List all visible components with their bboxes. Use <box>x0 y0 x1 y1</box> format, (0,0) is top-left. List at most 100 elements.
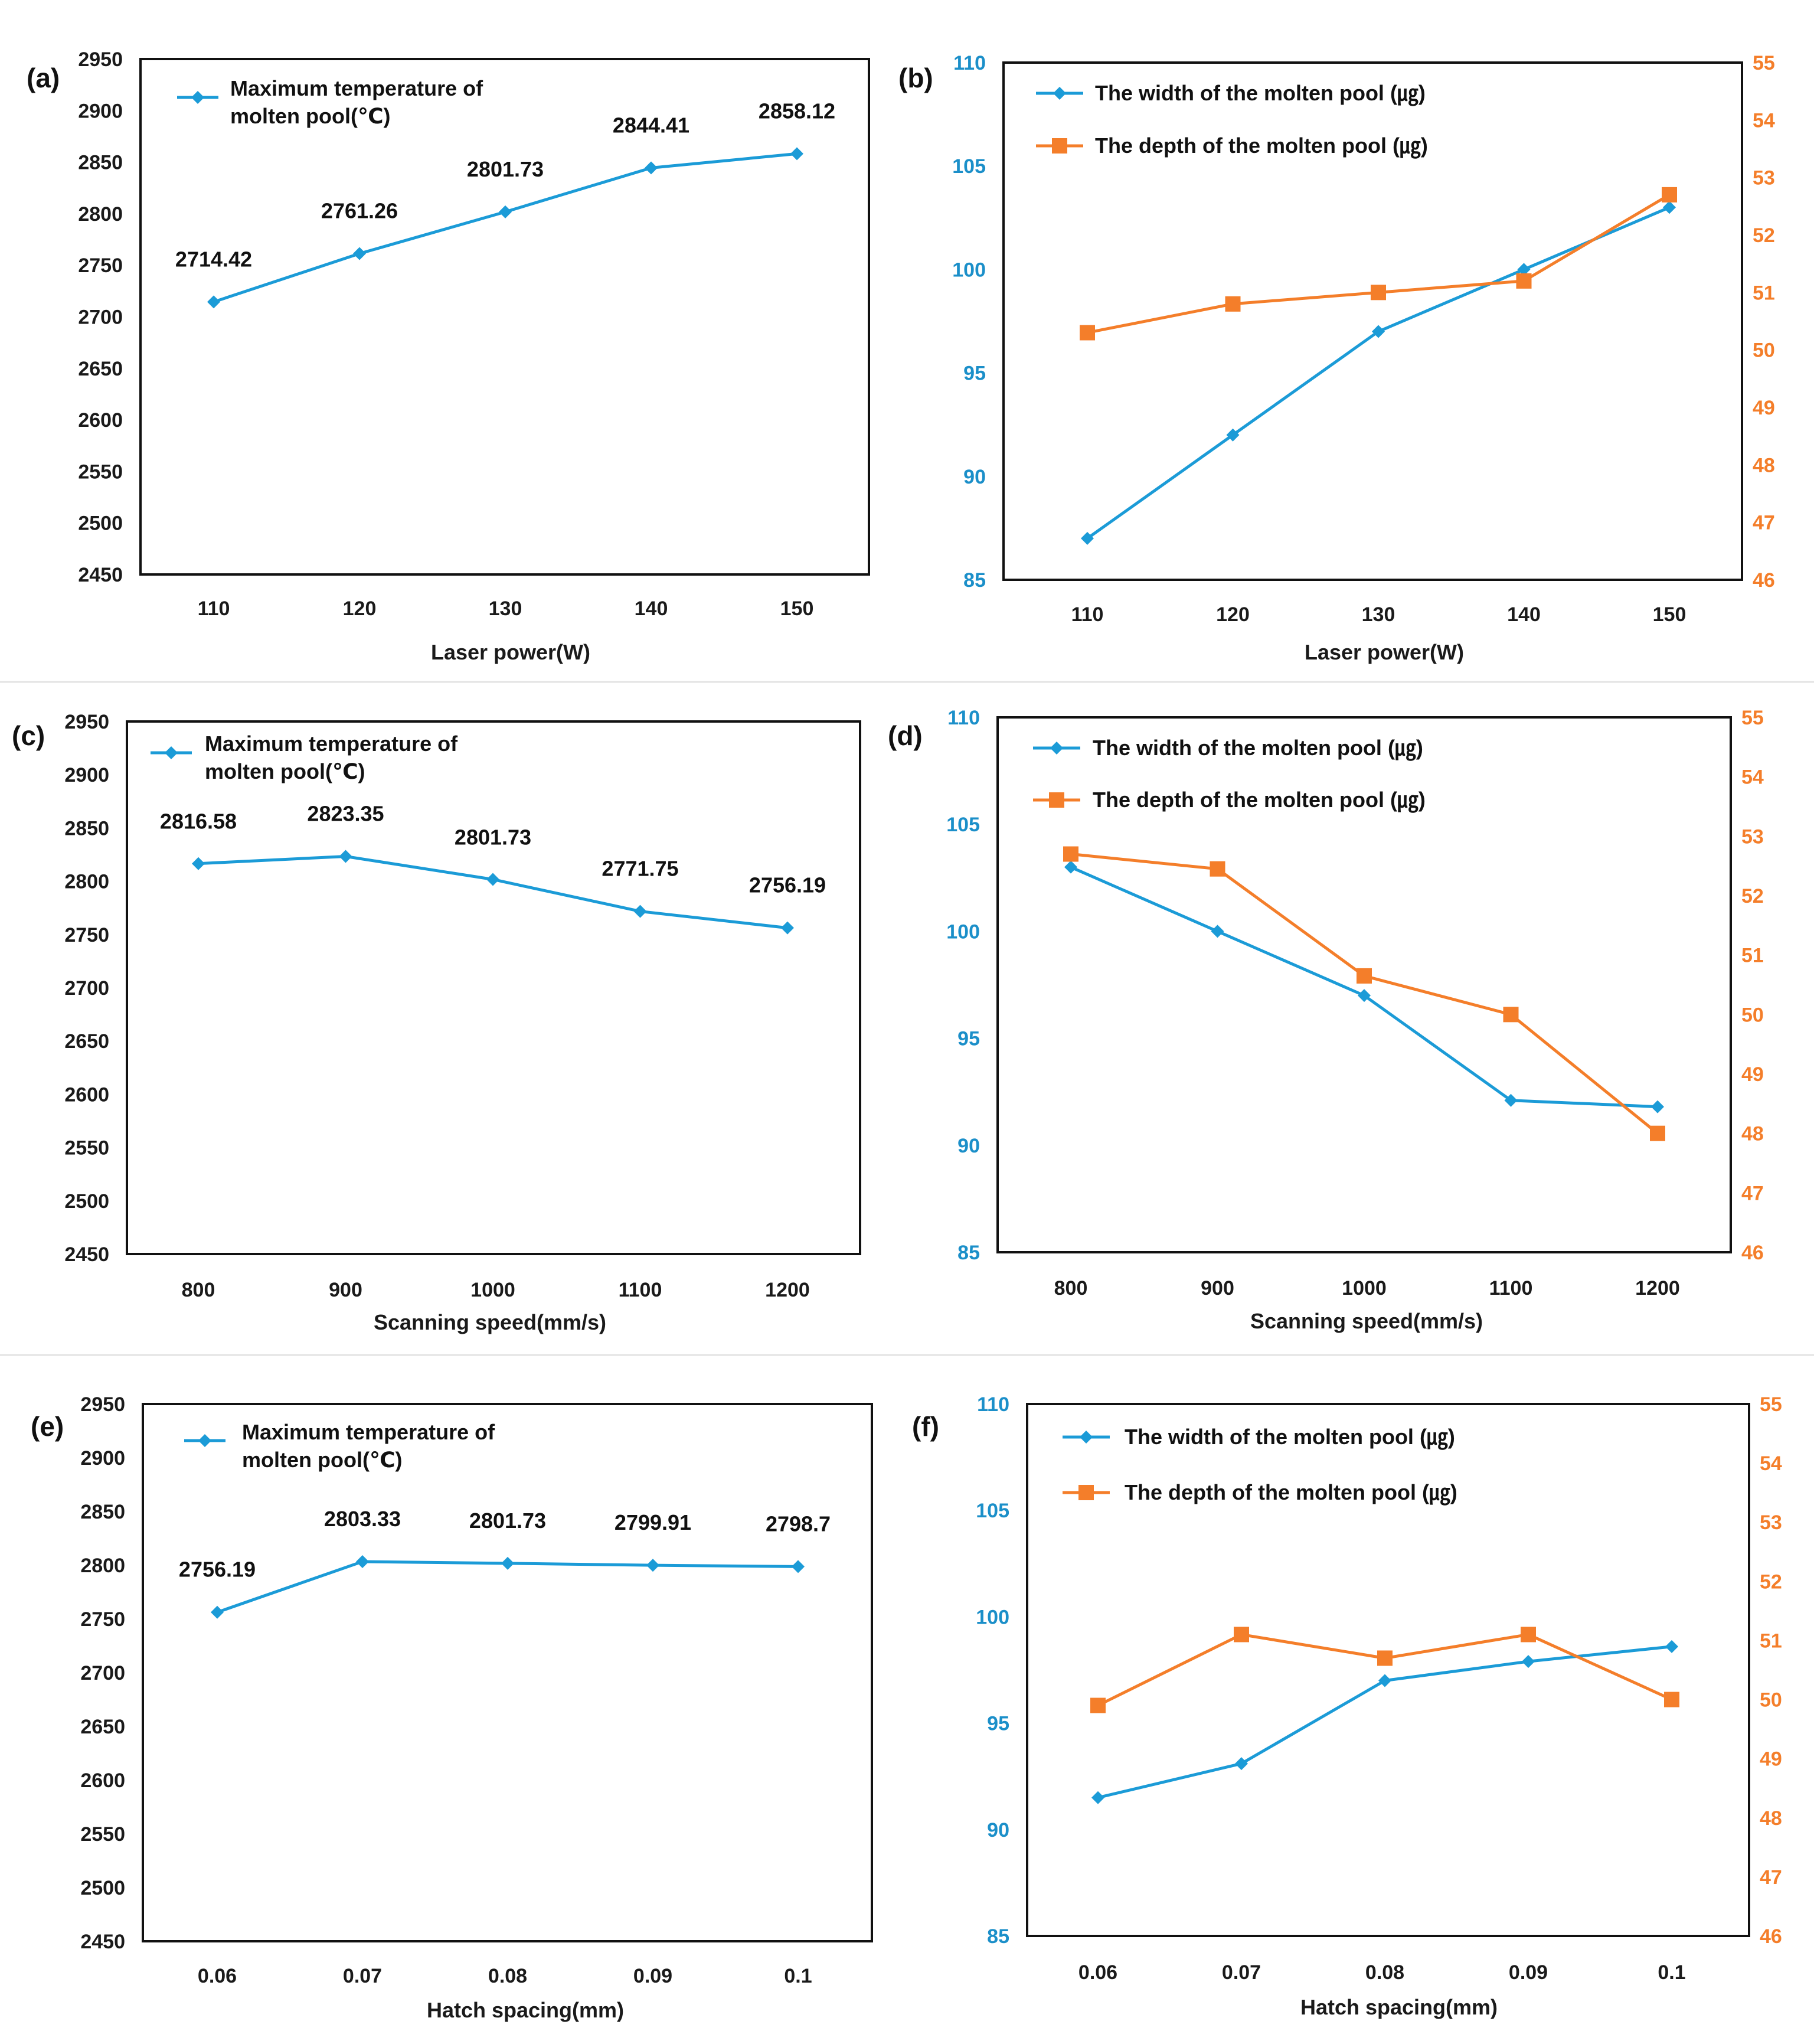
y-tick-label: 2700 <box>64 977 109 1000</box>
data-point <box>207 295 220 309</box>
data-point <box>1372 325 1385 338</box>
y-tick-label: 90 <box>963 466 986 488</box>
y-tick-label: 2900 <box>64 764 109 786</box>
plot-frame <box>139 58 870 576</box>
x-tick-label: 1200 <box>1635 1277 1680 1299</box>
y-tick-label: 2600 <box>78 409 123 432</box>
y-tick-label: 2600 <box>64 1083 109 1106</box>
y-tick-label: 2650 <box>78 358 123 380</box>
y-tick-label: 2800 <box>64 871 109 893</box>
y-tick-label: 95 <box>963 363 986 385</box>
y-tick-label: 2550 <box>64 1137 109 1160</box>
x-axis-label: Laser power(W) <box>1305 640 1464 664</box>
legend-label: Maximum temperature of <box>242 1420 495 1444</box>
data-point <box>1521 1627 1536 1643</box>
legend-label: The width of the molten pool (㎍) <box>1095 81 1426 106</box>
legend-label: The width of the molten pool (㎍) <box>1093 736 1423 761</box>
y-tick-label: 2700 <box>78 306 123 329</box>
legend-marker <box>198 1434 211 1447</box>
data-point <box>645 161 658 175</box>
x-tick-label: 120 <box>1216 603 1250 626</box>
data-label: 2823.35 <box>307 801 384 825</box>
y-tick-label: 2450 <box>80 1931 125 1953</box>
y2-tick-label: 53 <box>1741 825 1764 848</box>
y-tick-label: 2650 <box>80 1716 125 1738</box>
x-tick-label: 800 <box>182 1279 215 1301</box>
y2-tick-label: 47 <box>1741 1182 1764 1204</box>
y-tick-label: 2850 <box>80 1501 125 1523</box>
y2-tick-label: 51 <box>1741 945 1764 967</box>
y-tick-label: 2450 <box>78 564 123 586</box>
y2-tick-label: 54 <box>1753 109 1775 132</box>
x-tick-label: 800 <box>1054 1277 1088 1299</box>
plot-frame <box>1002 61 1743 581</box>
legend-label: The depth of the molten pool (㎍) <box>1125 1480 1457 1506</box>
x-tick-label: 1100 <box>619 1279 662 1301</box>
legend-marker <box>1078 1485 1094 1500</box>
legend-label: molten pool(℃) <box>242 1448 403 1472</box>
x-tick-label: 0.06 <box>1078 1961 1117 1984</box>
data-point <box>211 1605 224 1619</box>
legend-label: The width of the molten pool (㎍) <box>1125 1425 1455 1450</box>
data-label: 2844.41 <box>613 113 689 137</box>
legend-label: molten pool(℃) <box>230 104 391 128</box>
legend-label: The depth of the molten pool (㎍) <box>1093 788 1426 813</box>
data-label: 2801.73 <box>467 157 544 181</box>
plot-frame <box>1026 1403 1750 1937</box>
data-point <box>1211 925 1224 938</box>
data-point <box>1371 285 1386 301</box>
data-label: 2771.75 <box>602 857 678 881</box>
data-label: 2714.42 <box>175 247 252 271</box>
data-label: 2801.73 <box>455 825 531 849</box>
y-tick-label: 110 <box>947 707 980 729</box>
data-label: 2816.58 <box>160 809 237 834</box>
x-tick-label: 140 <box>635 597 668 620</box>
series-line-a <box>198 854 788 930</box>
y-tick-label: 90 <box>987 1819 1009 1841</box>
y-tick-label: 105 <box>952 155 986 178</box>
y-tick-label: 2950 <box>80 1393 125 1416</box>
panel-label: (a) <box>27 63 60 93</box>
legend-marker <box>1053 87 1066 100</box>
data-label: 2858.12 <box>759 99 835 123</box>
data-point <box>1663 201 1676 214</box>
y2-tick-label: 49 <box>1741 1063 1764 1086</box>
data-point <box>1665 1640 1678 1653</box>
x-tick-label: 1100 <box>1489 1277 1533 1299</box>
y-tick-label: 85 <box>957 1242 980 1264</box>
series-line-a <box>1097 1645 1672 1800</box>
data-point <box>1517 263 1531 276</box>
y-tick-label: 2450 <box>64 1243 109 1266</box>
y-tick-label: 2750 <box>78 254 123 277</box>
data-label: 2798.7 <box>766 1511 831 1536</box>
x-tick-label: 1000 <box>470 1279 515 1301</box>
legend-marker <box>1050 742 1063 755</box>
data-point <box>1080 325 1095 341</box>
plot-frame <box>126 720 861 1255</box>
data-point <box>1358 989 1371 1003</box>
y2-tick-label: 48 <box>1753 454 1775 476</box>
y2-tick-label: 48 <box>1741 1123 1764 1145</box>
chart-panel-d: (d) 85 90 95 100 105 110 46 47 48 49 50 51 52 53 54 55 80… <box>888 707 1764 1333</box>
data-point <box>1090 1697 1106 1713</box>
y-tick-label: 100 <box>976 1606 1009 1628</box>
y2-tick-label: 52 <box>1753 224 1775 247</box>
y2-tick-label: 50 <box>1753 339 1775 362</box>
y-tick-label: 105 <box>946 814 980 836</box>
x-tick-label: 0.07 <box>343 1965 382 1987</box>
data-point <box>1651 1100 1664 1114</box>
x-tick-label: 130 <box>489 597 522 620</box>
series-line-b <box>1097 1632 1673 1707</box>
data-point <box>1664 1692 1679 1707</box>
x-tick-label: 1000 <box>1342 1277 1387 1299</box>
y-tick-label: 2900 <box>80 1447 125 1470</box>
data-point <box>1516 273 1532 289</box>
y2-tick-label: 55 <box>1741 707 1764 729</box>
x-axis-label: Scanning speed(mm/s) <box>374 1310 606 1334</box>
y2-tick-label: 46 <box>1753 569 1775 592</box>
panel-label: (d) <box>888 720 923 751</box>
data-point <box>1225 296 1241 312</box>
plot-frame <box>142 1403 873 1942</box>
x-tick-label: 0.1 <box>784 1965 812 1987</box>
